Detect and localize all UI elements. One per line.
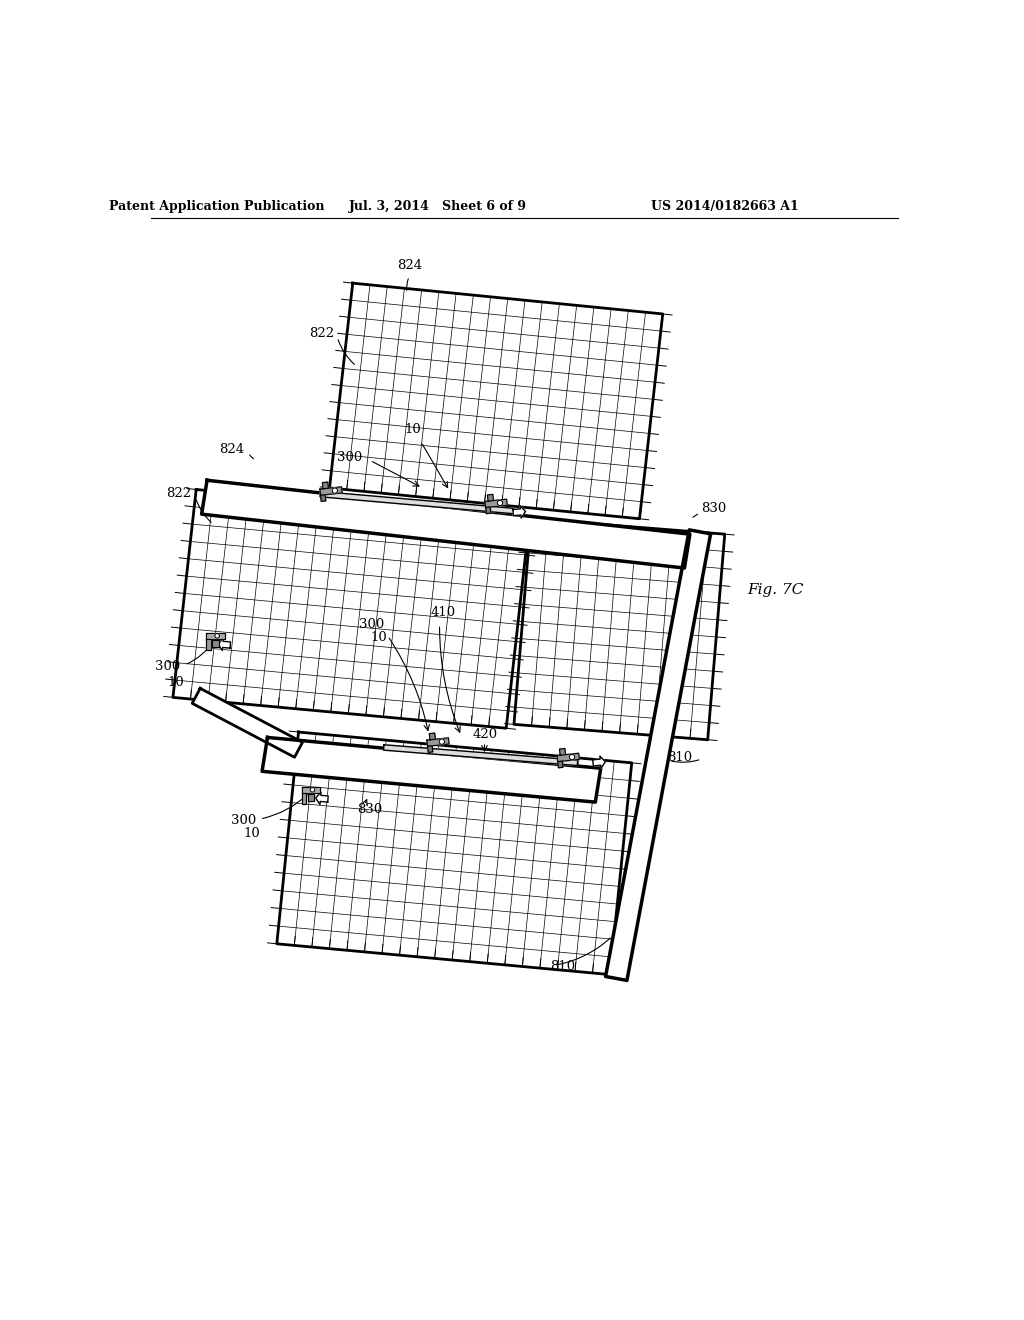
Polygon shape — [319, 491, 514, 513]
Text: 824: 824 — [219, 444, 245, 455]
Text: Fig. 7C: Fig. 7C — [746, 582, 803, 597]
Polygon shape — [206, 639, 211, 649]
Polygon shape — [558, 762, 563, 768]
Polygon shape — [193, 688, 302, 758]
Text: 810: 810 — [667, 751, 692, 764]
Polygon shape — [319, 487, 342, 495]
Polygon shape — [485, 507, 490, 513]
Text: Patent Application Publication: Patent Application Publication — [110, 199, 325, 213]
Text: 830: 830 — [356, 803, 382, 816]
Text: 420: 420 — [473, 727, 498, 741]
Polygon shape — [559, 748, 565, 755]
Polygon shape — [302, 787, 321, 793]
Polygon shape — [605, 529, 711, 981]
Polygon shape — [315, 792, 329, 804]
Text: 822: 822 — [309, 327, 334, 341]
Text: 10: 10 — [371, 631, 388, 644]
Text: 10: 10 — [243, 828, 260, 841]
Text: Jul. 3, 2014   Sheet 6 of 9: Jul. 3, 2014 Sheet 6 of 9 — [349, 199, 527, 213]
Polygon shape — [429, 733, 435, 739]
Polygon shape — [321, 495, 326, 502]
Polygon shape — [218, 639, 230, 651]
Text: 300: 300 — [337, 450, 362, 463]
Polygon shape — [302, 793, 306, 804]
Polygon shape — [212, 640, 219, 647]
Polygon shape — [202, 480, 690, 568]
Circle shape — [332, 488, 338, 494]
Polygon shape — [487, 495, 494, 502]
Circle shape — [498, 500, 503, 506]
Text: 810: 810 — [550, 961, 575, 973]
Polygon shape — [513, 506, 525, 517]
Polygon shape — [485, 499, 507, 508]
Polygon shape — [593, 756, 605, 768]
Text: 300: 300 — [230, 814, 256, 828]
Text: 824: 824 — [396, 259, 422, 272]
Text: 300: 300 — [358, 618, 384, 631]
Text: 410: 410 — [430, 606, 456, 619]
Circle shape — [215, 634, 219, 638]
Polygon shape — [428, 746, 433, 752]
Polygon shape — [323, 482, 329, 488]
Text: US 2014/0182663 A1: US 2014/0182663 A1 — [651, 199, 799, 213]
Text: 830: 830 — [701, 502, 727, 515]
Text: 10: 10 — [167, 676, 183, 689]
Text: 822: 822 — [167, 487, 191, 500]
Text: 10: 10 — [404, 422, 421, 436]
Polygon shape — [557, 754, 580, 762]
Polygon shape — [427, 738, 450, 746]
Polygon shape — [308, 795, 314, 800]
Circle shape — [569, 754, 574, 760]
Circle shape — [310, 788, 314, 792]
Text: 300: 300 — [156, 660, 180, 673]
Polygon shape — [384, 744, 578, 766]
Polygon shape — [262, 738, 601, 803]
Circle shape — [439, 739, 444, 744]
Polygon shape — [206, 632, 225, 639]
